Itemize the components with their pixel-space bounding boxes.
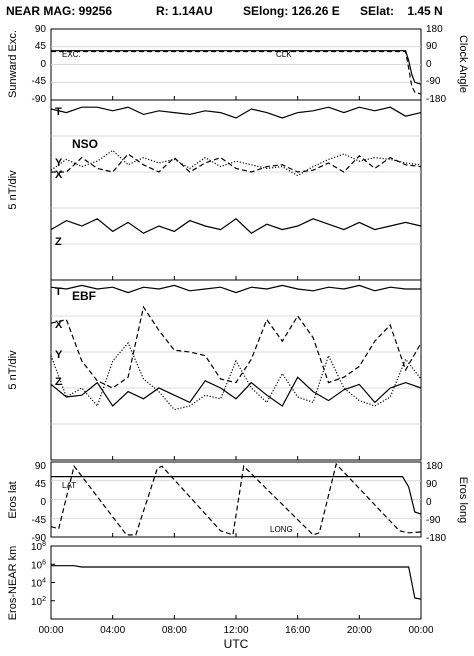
- panel-sunward-right-ticks: 180 90 0 -90 -180: [426, 24, 446, 105]
- title-distance: R: 1.14AU: [156, 4, 213, 18]
- p1-series-exc-: [51, 50, 422, 85]
- x-tick-label-5: 20:00: [347, 625, 372, 636]
- panel-sunward-grid: [50, 46, 422, 100]
- panel-eros-grid: [50, 480, 422, 537]
- panel-eros-right-ticks: 180 90 0 -90 -180: [426, 461, 446, 544]
- panel-sunward: 90 45 0 -45 -90 180 90 0 -90 -180 EXC. C…: [7, 24, 469, 105]
- p1-ytick-right-1: 90: [426, 41, 438, 52]
- panel-eros-latlong: 90 45 0 -45 -90 180 90 0 -90 -180 LAT LO…: [7, 461, 469, 544]
- panel-ebf-grid: [50, 315, 422, 460]
- p2-series-label-y: Y: [55, 157, 63, 169]
- x-tick-label-6: 00:00: [408, 625, 433, 636]
- panel-nso-frame: [50, 99, 422, 281]
- x-tick-label-3: 12:00: [223, 625, 248, 636]
- panel-nso: NSO T Y X Z 5 nT/div: [7, 99, 422, 281]
- x-tick-label-4: 16:00: [285, 625, 310, 636]
- p3-series-z: [50, 376, 422, 407]
- p1-ytick-left-2: 0: [40, 59, 46, 70]
- panel-range-yticks: 108 106 104 102: [31, 541, 55, 608]
- p5-ytick-1: 106: [31, 559, 46, 571]
- p4-ytick-left-1: 45: [35, 479, 47, 490]
- x-axis-ticks: 00:00 04:00 08:00 12:00 16:00 20:00 00:00: [38, 625, 433, 636]
- p2-panel-label: NSO: [72, 137, 98, 151]
- p1-ytick-right-0: 180: [426, 24, 443, 35]
- p3-series-label-t: T: [55, 286, 62, 298]
- p1-ytick-right-2: 0: [426, 59, 432, 70]
- title-selong: SElong: 126.26 E: [243, 4, 340, 18]
- p1-ytick-right-4: -180: [426, 94, 446, 105]
- panel-nso-grid: [50, 135, 422, 280]
- p4-ytick-left-3: -45: [32, 515, 47, 526]
- x-tick-label-1: 04:00: [100, 625, 125, 636]
- panel-range-series: [51, 565, 422, 600]
- p1-legend-clk: CLK: [276, 50, 292, 59]
- p3-ylabel: 5 nT/div: [7, 350, 19, 390]
- p1-ylabel-right: Clock Angle: [457, 35, 469, 93]
- panel-sunward-left-ticks: 90 45 0 -45 -90: [32, 24, 47, 105]
- p2-series-y: [51, 153, 422, 173]
- p4-ytick-left-2: 0: [40, 497, 46, 508]
- x-tick-label-0: 00:00: [38, 625, 63, 636]
- p1-ytick-left-3: -45: [32, 76, 47, 87]
- panel-eros-series: [50, 462, 422, 536]
- p2-series-label-z: Z: [55, 236, 62, 248]
- x-axis-label: UTC: [224, 637, 249, 651]
- p3-series-x: [50, 305, 422, 389]
- p1-ytick-right-3: -90: [426, 76, 441, 87]
- p4-legend-lat: LAT: [62, 481, 76, 490]
- p1-ylabel-left: Sunward Exc.: [7, 30, 19, 98]
- x-tick-label-2: 08:00: [162, 625, 187, 636]
- p1-ytick-left-1: 45: [35, 41, 47, 52]
- p2-series-label-t: T: [55, 106, 62, 118]
- p3-series-t: [50, 284, 421, 294]
- p4-ytick-right-1: 90: [426, 479, 438, 490]
- p4-ytick-right-4: -180: [426, 533, 446, 544]
- panel-range: 108 106 104 102 Eros-NEAR km: [7, 541, 422, 621]
- p5-ylabel: Eros-NEAR km: [7, 546, 19, 621]
- p4-ytick-left-0: 90: [35, 461, 47, 472]
- p2-series-t: [50, 106, 422, 119]
- p1-ytick-left-4: -90: [32, 94, 47, 105]
- p1-ytick-left-0: 90: [35, 24, 47, 35]
- p1-series-clk: [51, 50, 422, 95]
- p4-ytick-right-2: 0: [426, 497, 432, 508]
- p3-series-label-z: Z: [55, 376, 62, 388]
- panel-ebf-series: [50, 284, 422, 411]
- panel-eros-left-ticks: 90 45 0 -45 -90: [32, 461, 47, 544]
- p2-series-z: [50, 218, 422, 234]
- panel-ebf: EBF T X Y Z 5 nT/div: [7, 279, 422, 461]
- p5-ytick-0: 108: [31, 541, 46, 553]
- p2-series-label-x: X: [55, 169, 63, 181]
- p3-series-y: [50, 341, 422, 411]
- p2-series-x: [50, 149, 422, 177]
- p1-legend-exc: EXC.: [62, 50, 81, 59]
- p4-series-lat: [51, 476, 422, 515]
- title-mission: NEAR MAG: 99256: [6, 4, 112, 18]
- p2-ylabel: 5 nT/div: [7, 170, 19, 210]
- p3-panel-label: EBF: [72, 289, 96, 303]
- p4-ylabel-right: Eros long: [457, 477, 469, 523]
- p3-series-label-x: X: [55, 319, 63, 331]
- panel-range-frame: [50, 545, 422, 620]
- panel-ebf-frame: [50, 279, 422, 461]
- panel-range-grid: [50, 615, 422, 619]
- panel-sunward-series: [51, 50, 422, 95]
- p4-ytick-right-3: -90: [426, 515, 441, 526]
- p4-ylabel-left: Eros lat: [7, 481, 19, 518]
- p5-series-range: [51, 565, 422, 600]
- panel-nso-series: [50, 106, 422, 234]
- p5-ytick-3: 102: [31, 596, 46, 608]
- p4-ytick-right-0: 180: [426, 461, 443, 472]
- p5-ytick-2: 104: [31, 578, 46, 590]
- p3-series-label-y: Y: [55, 349, 63, 361]
- title-selat: SElat: 1.45 N: [360, 4, 443, 18]
- p4-ytick-left-4: -90: [32, 533, 47, 544]
- p4-series-long: [50, 462, 422, 536]
- p4-legend-long: LONG: [270, 525, 293, 534]
